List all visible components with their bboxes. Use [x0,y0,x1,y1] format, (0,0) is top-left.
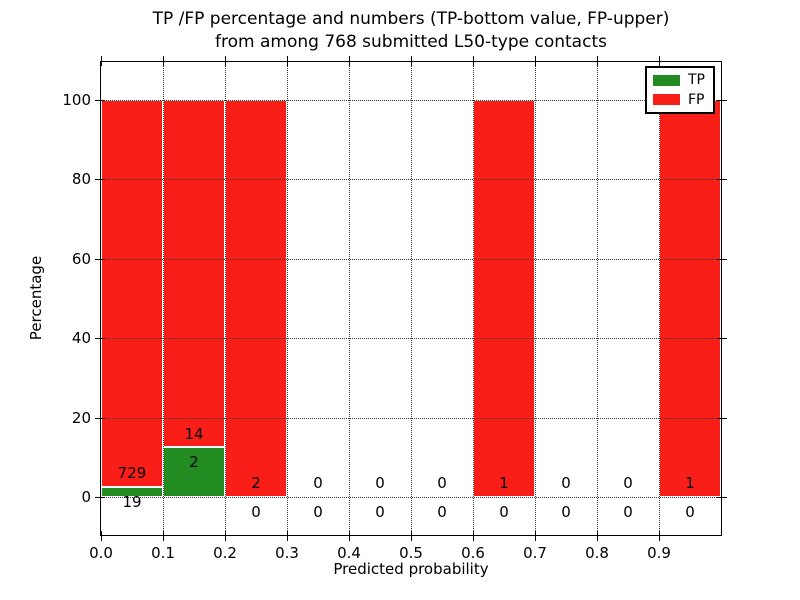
fp-count-label: 1 [499,474,509,493]
legend-item-tp: TP [653,73,713,87]
v-gridline [349,62,350,535]
y-tick-label: 60 [71,249,91,268]
chart-title: TP /FP percentage and numbers (TP-bottom… [152,9,670,29]
fp-count-label: 0 [313,474,323,493]
legend-item-fp: FP [653,93,713,107]
x-tick [349,531,350,541]
y-tick-right [717,100,727,102]
x-tick-label: 0.6 [461,544,485,562]
x-tick-top [163,56,164,66]
x-tick-top [225,56,226,66]
bar-fp-segment [225,100,287,497]
fp-count-label: 14 [184,424,204,443]
x-tick [411,531,412,541]
tp-count-label: 2 [189,453,199,472]
bar-fp-segment [473,100,535,497]
y-tick-right [717,258,727,260]
x-tick-label: 0.0 [89,544,113,562]
tp-count-label: 0 [685,502,695,521]
x-tick-top [101,56,102,66]
fp-count-label: 0 [375,474,385,493]
tp-legend-swatch [653,74,680,86]
tp-count-label: 0 [251,502,261,521]
x-axis-label: Predicted probability [333,560,489,578]
x-tick [163,531,164,541]
v-gridline [659,62,660,535]
y-tick-right [717,338,727,340]
v-gridline [287,62,288,535]
y-tick-label: 80 [71,170,91,189]
x-tick-label: 0.8 [585,544,609,562]
x-tick-label: 0.7 [523,544,547,562]
x-tick-label: 0.3 [275,544,299,562]
y-tick-label: 40 [71,329,91,348]
x-tick [659,531,660,541]
x-tick-top [349,56,350,66]
plot-area: 729 19 14 2 2 0 0 0 0 0 0 0 1 0 0 0 0 0 1 0 0.0 0.1 0.2 0.3 0.4 0… [62,56,727,562]
tp-count-label: 0 [499,502,509,521]
v-gridline [597,62,598,535]
tp-count-label: 0 [561,502,571,521]
y-tick-label: 0 [81,487,91,506]
tp-legend-label: TP [688,72,705,89]
bar-fp-segment [101,100,163,487]
x-tick [597,531,598,541]
y-tick-right [717,417,727,419]
x-tick-top [411,56,412,66]
y-tick [95,417,105,419]
bar-fp-segment [163,100,225,448]
x-tick-top [597,56,598,66]
x-tick [535,531,536,541]
y-axis-label: Percentage [27,255,45,341]
bar-tp-segment [163,447,225,497]
y-tick [95,338,105,340]
y-tick-right [717,179,727,181]
x-tick-top [659,56,660,66]
v-gridline [535,62,536,535]
tp-count-label: 0 [375,502,385,521]
fp-legend-swatch [653,94,680,106]
x-tick-label: 0.9 [647,544,671,562]
v-gridline [411,62,412,535]
x-tick-top [287,56,288,66]
fp-count-label: 0 [437,474,447,493]
v-gridline [163,62,164,535]
y-tick [95,258,105,260]
fp-count-label: 1 [685,474,695,493]
x-tick-top [535,56,536,66]
fp-count-label: 729 [117,464,147,483]
y-tick-label: 100 [62,91,91,110]
bar-tp-segment [101,486,163,497]
y-tick [95,100,105,102]
bar-fp-segment [659,100,721,497]
x-tick [287,531,288,541]
x-tick-label: 0.2 [213,544,237,562]
x-tick [473,531,474,541]
tp-count-label: 0 [313,502,323,521]
fp-count-label: 0 [561,474,571,493]
x-tick-label: 0.5 [399,544,423,562]
v-gridline [225,62,226,535]
fp-legend-label: FP [688,91,705,108]
y-tick [95,179,105,181]
x-tick-label: 0.1 [151,544,175,562]
y-tick-right [717,496,727,498]
x-tick-top [473,56,474,66]
y-tick [95,496,105,498]
x-tick [101,531,102,541]
tp-count-label: 0 [623,502,633,521]
legend: TP FP [645,66,715,114]
fp-count-label: 0 [623,474,633,493]
y-tick-label: 20 [71,408,91,427]
tp-count-label: 0 [437,502,447,521]
x-tick [225,531,226,541]
fp-count-label: 2 [251,474,261,493]
tp-count-label: 19 [122,492,142,511]
v-gridline [473,62,474,535]
x-tick-label: 0.4 [337,544,361,562]
chart-subtitle: from among 768 submitted L50-type contac… [215,32,607,52]
